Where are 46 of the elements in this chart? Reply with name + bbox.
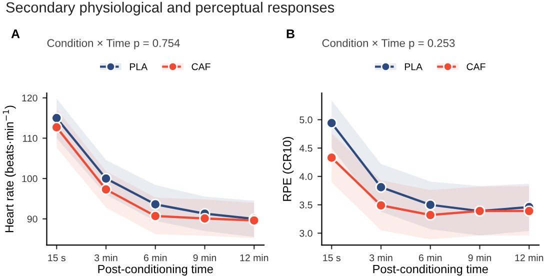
- x-tick-label: 12 min: [240, 254, 268, 262]
- x-tick-label: 15 s: [48, 254, 66, 262]
- y-tick-label: 90: [27, 216, 38, 222]
- chart-title: B: [286, 29, 294, 38]
- y-tick-label: 110: [22, 134, 38, 142]
- point: [150, 210, 161, 222]
- legend-label: CAF: [192, 63, 210, 70]
- y-tick-label: 5.0: [300, 116, 312, 124]
- y-tick-label: 3.5: [300, 202, 312, 208]
- point: [424, 199, 436, 210]
- x-tick-label: 3 min: [94, 254, 118, 262]
- chart-title: A: [11, 29, 20, 38]
- y-tick-label: 120: [22, 94, 38, 102]
- point: [150, 198, 161, 210]
- legend-label: PLA: [404, 63, 423, 70]
- point: [424, 209, 436, 221]
- point: [524, 205, 535, 217]
- x-tick-label: 6 min: [144, 254, 167, 262]
- x-tick-label: 9 min: [193, 254, 216, 262]
- x-tick-label: 3 min: [369, 254, 392, 262]
- chart-subtitle: Condition × Time p = 0.754: [47, 38, 180, 50]
- legend-label: CAF: [466, 63, 486, 70]
- point: [326, 152, 338, 164]
- y-tick-label: 4.0: [299, 173, 312, 180]
- x-tick-label: 6 min: [418, 254, 442, 262]
- x-tick-label: 12 min: [515, 254, 544, 262]
- chart-subtitle: Condition × Time p = 0.253: [322, 38, 455, 50]
- point: [375, 200, 387, 211]
- x-axis-title: Post-conditioning time: [98, 264, 213, 276]
- point: [199, 212, 210, 224]
- x-axis-title: Post-conditioning time: [373, 264, 488, 276]
- y-axis-title: Heart rate (beats·min$^{−1}$): [2, 106, 16, 232]
- y-tick-label: 100: [22, 175, 38, 182]
- point: [51, 122, 62, 133]
- text: Secondary physiological and perceptual responses: [6, 2, 334, 16]
- legend-label: PLA: [130, 63, 148, 70]
- x-tick-label: 9 min: [468, 254, 492, 262]
- y-axis-title: RPE (CR10): [282, 136, 294, 201]
- point: [100, 184, 112, 195]
- y-tick-label: 3.0: [300, 230, 312, 237]
- point: [100, 172, 112, 184]
- y-tick-label: 4.5: [299, 144, 312, 152]
- point: [375, 182, 387, 193]
- point: [326, 118, 338, 129]
- x-tick-label: 15 s: [323, 254, 340, 262]
- point: [51, 112, 62, 124]
